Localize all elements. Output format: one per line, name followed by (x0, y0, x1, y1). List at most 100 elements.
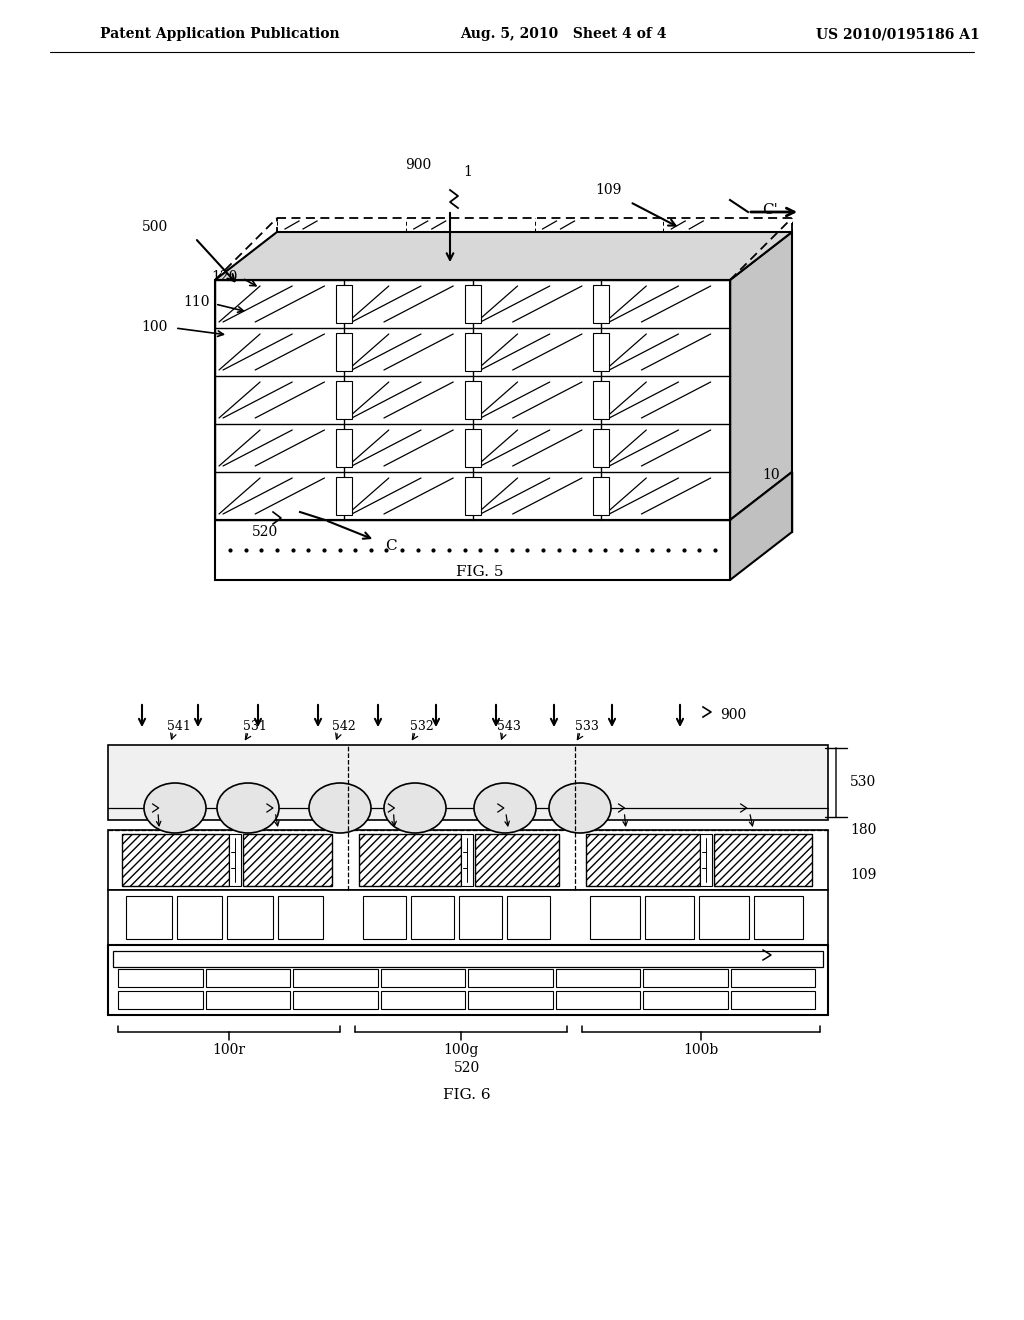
Bar (176, 896, 222, 939)
Text: US 2010/0195186 A1: US 2010/0195186 A1 (816, 26, 980, 41)
Ellipse shape (549, 783, 611, 833)
Bar (643, 991, 727, 1008)
Bar (754, 896, 803, 939)
Bar (593, 477, 609, 515)
Text: 520: 520 (454, 1061, 480, 1074)
Bar (113, 950, 823, 968)
Bar (293, 969, 378, 987)
Text: 120g: 120g (500, 796, 532, 808)
Polygon shape (730, 232, 792, 520)
Bar (730, 991, 815, 1008)
Text: 100r: 100r (212, 1043, 246, 1057)
Bar (243, 834, 332, 886)
Text: 10: 10 (778, 948, 796, 962)
Ellipse shape (309, 783, 371, 833)
Ellipse shape (384, 783, 446, 833)
Bar (459, 896, 502, 939)
Bar (468, 991, 553, 1008)
Bar (108, 744, 828, 820)
Bar (122, 834, 228, 886)
Text: FIG. 5: FIG. 5 (457, 565, 504, 579)
Bar (699, 896, 749, 939)
Bar (644, 896, 694, 939)
Text: 543: 543 (497, 721, 521, 734)
Bar (475, 834, 559, 886)
Text: C: C (385, 539, 396, 553)
Bar (465, 429, 480, 467)
Bar (215, 520, 730, 579)
Bar (108, 830, 828, 890)
Bar (336, 381, 352, 418)
Bar (586, 834, 700, 886)
Bar (381, 969, 465, 987)
Bar (336, 285, 352, 323)
Bar (108, 945, 828, 1015)
Text: 120b: 120b (743, 796, 775, 808)
Bar (555, 969, 640, 987)
Bar (461, 834, 473, 886)
Text: 110b: 110b (621, 796, 652, 808)
Bar (715, 834, 812, 886)
Bar (227, 896, 272, 939)
Bar (206, 991, 290, 1008)
Text: 10: 10 (762, 469, 779, 482)
Text: 100b: 100b (683, 1043, 719, 1057)
Text: 100g: 100g (443, 1043, 478, 1057)
Bar (206, 969, 290, 987)
Bar (126, 896, 171, 939)
Bar (700, 834, 713, 886)
Text: FIG. 6: FIG. 6 (443, 1088, 490, 1102)
Text: 109: 109 (850, 869, 877, 882)
Text: 531: 531 (243, 721, 267, 734)
Text: 120r: 120r (269, 796, 299, 808)
Ellipse shape (144, 783, 206, 833)
Bar (293, 991, 378, 1008)
Text: 100: 100 (141, 319, 168, 334)
Bar (278, 896, 323, 939)
Text: 900: 900 (720, 708, 746, 722)
Text: 180: 180 (850, 822, 877, 837)
Polygon shape (730, 473, 792, 579)
Bar (590, 896, 640, 939)
Text: 530: 530 (850, 776, 877, 789)
Text: Aug. 5, 2010   Sheet 4 of 4: Aug. 5, 2010 Sheet 4 of 4 (460, 26, 667, 41)
Text: 532: 532 (410, 721, 434, 734)
Bar (359, 834, 461, 886)
Bar (507, 896, 550, 939)
Bar (593, 333, 609, 371)
Text: 110g: 110g (389, 796, 422, 808)
Bar (465, 333, 480, 371)
Text: 500: 500 (141, 220, 168, 234)
Bar (465, 381, 480, 418)
Bar (593, 429, 609, 467)
Text: 900: 900 (406, 158, 431, 172)
Bar (730, 969, 815, 987)
Text: 533: 533 (575, 721, 599, 734)
Text: 542: 542 (332, 721, 355, 734)
Bar (118, 969, 203, 987)
Bar (336, 477, 352, 515)
Polygon shape (215, 232, 792, 280)
Text: C': C' (762, 203, 778, 216)
Ellipse shape (474, 783, 536, 833)
Text: 110: 110 (183, 294, 210, 309)
Bar (108, 890, 828, 945)
Text: 520: 520 (252, 525, 279, 539)
Bar (362, 896, 406, 939)
Text: 110r: 110r (154, 796, 184, 808)
Bar (118, 991, 203, 1008)
Bar (643, 969, 727, 987)
Text: 109: 109 (596, 183, 622, 197)
Bar (381, 991, 465, 1008)
Bar (465, 477, 480, 515)
Bar (228, 834, 241, 886)
Bar (593, 381, 609, 418)
Text: 541: 541 (167, 721, 190, 734)
Bar (215, 280, 730, 520)
Bar (555, 991, 640, 1008)
Ellipse shape (217, 783, 279, 833)
Bar (336, 333, 352, 371)
Text: Patent Application Publication: Patent Application Publication (100, 26, 340, 41)
Bar (411, 896, 454, 939)
Text: 1: 1 (463, 165, 472, 180)
